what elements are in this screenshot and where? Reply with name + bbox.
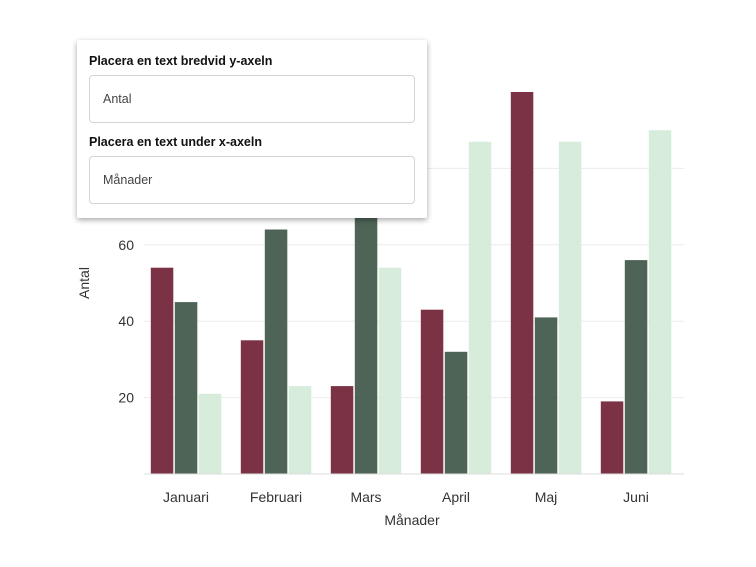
y-axis-label-input[interactable] [89, 75, 415, 123]
bar-januari-series-1 [150, 267, 174, 474]
bar-maj-series-2 [534, 317, 558, 474]
y-axis-title: Antal [76, 267, 92, 299]
bar-maj-series-1 [510, 92, 534, 474]
y-tick-label: 20 [118, 390, 134, 406]
bar-mars-series-1 [330, 386, 354, 474]
bar-februari-series-1 [240, 340, 264, 474]
bar-februari-series-2 [264, 229, 288, 474]
x-tick-labels: Januari Februari Mars April Maj Juni [163, 489, 649, 505]
x-tick-label: Mars [350, 489, 381, 505]
bar-mars-series-3 [378, 267, 402, 474]
bars [150, 92, 672, 474]
y-tick-labels: 20 40 60 [118, 237, 134, 406]
y-axis-label-heading: Placera en text bredvid y-axeln [89, 54, 273, 68]
x-tick-label: Februari [250, 489, 302, 505]
x-axis-label-input[interactable] [89, 156, 415, 204]
x-tick-label: Juni [623, 489, 649, 505]
bar-maj-series-3 [558, 141, 582, 474]
bar-april-series-1 [420, 309, 444, 474]
x-axis-title: Månader [384, 512, 440, 528]
axis-label-panel: Placera en text bredvid y-axeln Placera … [77, 40, 427, 218]
bar-januari-series-3 [198, 393, 222, 474]
x-tick-label: April [442, 489, 470, 505]
x-tick-label: Januari [163, 489, 209, 505]
bar-mars-series-2 [354, 214, 378, 474]
bar-juni-series-1 [600, 401, 624, 474]
bar-juni-series-2 [624, 260, 648, 474]
bar-april-series-3 [468, 141, 492, 474]
bar-april-series-2 [444, 351, 468, 474]
y-tick-label: 40 [118, 313, 134, 329]
bar-februari-series-3 [288, 386, 312, 474]
bar-januari-series-2 [174, 302, 198, 474]
y-tick-label: 60 [118, 237, 134, 253]
x-axis-label-heading: Placera en text under x-axeln [89, 135, 262, 149]
x-tick-label: Maj [535, 489, 558, 505]
bar-juni-series-3 [648, 130, 672, 474]
